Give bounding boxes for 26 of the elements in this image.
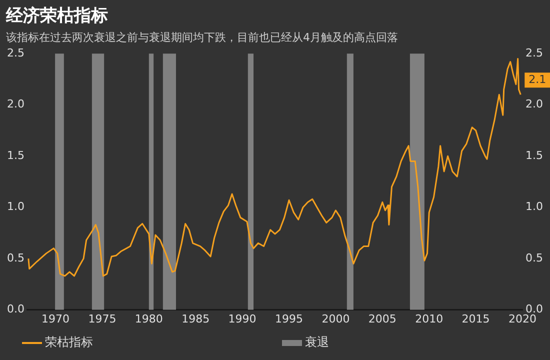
y-tick-label: 2.5 (6, 46, 24, 60)
y2-tick-label: 2.5 (526, 46, 544, 60)
x-tick-label: 1985 (182, 312, 210, 326)
x-tick-label: 1980 (134, 312, 163, 326)
y-tick-label: 0.5 (6, 251, 24, 264)
y2-tick-label: 1.0 (526, 200, 544, 214)
x-tick-label: 1995 (275, 312, 304, 326)
y-tick-label: 2.0 (6, 98, 24, 111)
x-tick-label: 2015 (462, 312, 490, 326)
x-tick-label: 1970 (42, 312, 70, 326)
x-tick-label: 2010 (415, 312, 444, 326)
y2-tick-label: 2.0 (526, 98, 544, 111)
chart-title: 经济荣枯指标 (6, 5, 108, 27)
y-tick-label: 0.0 (6, 302, 24, 316)
y2-tick-label: 0.5 (526, 251, 544, 264)
x-tick-label: 1990 (228, 312, 256, 326)
annotation: 2.1 (528, 72, 546, 86)
legend-label: 衰退 (305, 334, 329, 351)
x-tick-label: 2005 (368, 312, 396, 326)
chart-subtitle: 该指标在过去两次衰退之前与衰退期间均下跌，目前也已经从4月触及的高点回落 (6, 30, 398, 45)
x-tick-label: 1975 (88, 312, 116, 326)
legend-label: 荣枯指标 (45, 334, 93, 351)
x-tick-label: 2000 (322, 312, 350, 326)
y-tick-label: 1.0 (6, 200, 24, 214)
y-tick-label: 1.5 (6, 148, 24, 162)
y2-tick-label: 1.5 (526, 148, 544, 162)
